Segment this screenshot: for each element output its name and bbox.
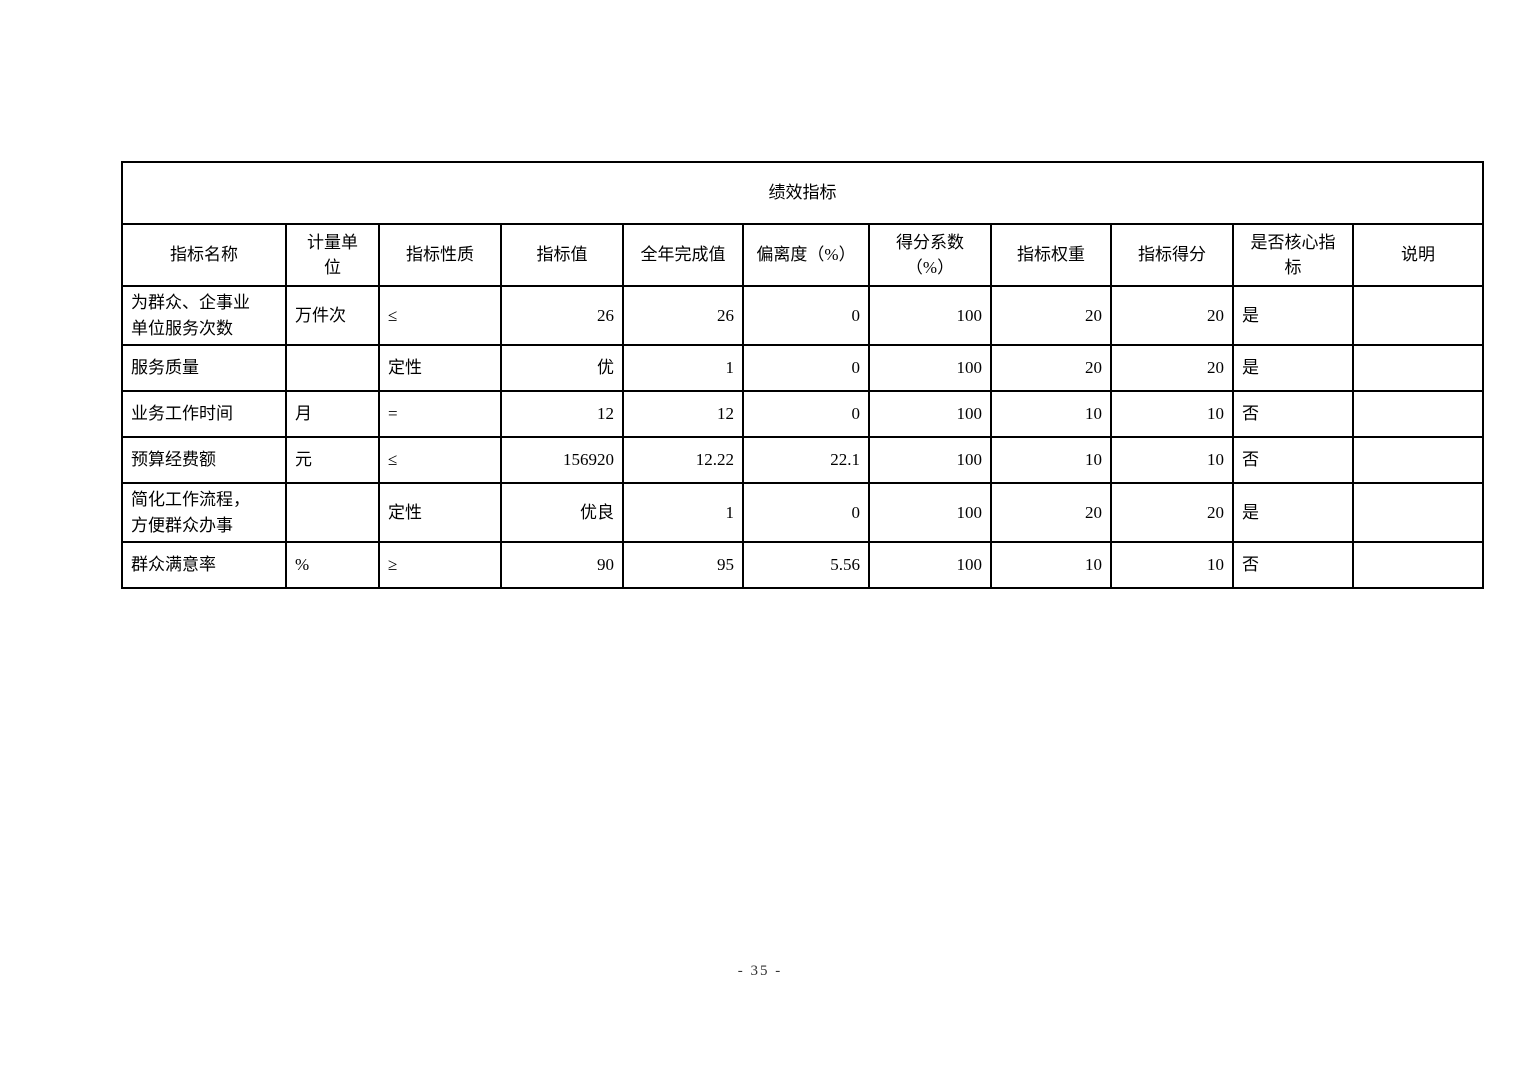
- cell-score-coefficient: 100: [868, 482, 992, 543]
- cell-is-core: 否: [1232, 390, 1354, 438]
- table-title: 绩效指标: [120, 161, 1485, 225]
- cell-score-coefficient: 100: [868, 344, 992, 392]
- cell-indicator-name: 为群众、企事业 单位服务次数: [121, 285, 287, 346]
- cell-weight: 10: [990, 390, 1112, 438]
- cell-target-value: 优: [500, 344, 624, 392]
- cell-nature: 定性: [378, 344, 502, 392]
- cell-target-value: 12: [500, 390, 624, 438]
- cell-score: 10: [1110, 541, 1234, 589]
- column-header-target-value: 指标值: [500, 223, 624, 287]
- cell-nature: =: [378, 390, 502, 438]
- cell-score: 10: [1110, 436, 1234, 484]
- table-row: 预算经费额 元 ≤ 156920 12.22 22.1 100 10 10 否: [121, 436, 1485, 484]
- cell-nature: ≤: [378, 285, 502, 346]
- column-header-score: 指标得分: [1110, 223, 1234, 287]
- cell-annual-completed: 95: [622, 541, 744, 589]
- cell-deviation: 22.1: [742, 436, 870, 484]
- cell-is-core: 是: [1232, 482, 1354, 543]
- cell-is-core: 是: [1232, 285, 1354, 346]
- page-number: - 35 -: [737, 963, 783, 979]
- cell-weight: 10: [990, 541, 1112, 589]
- cell-is-core: 是: [1232, 344, 1354, 392]
- cell-deviation: 0: [742, 482, 870, 543]
- cell-nature: ≥: [378, 541, 502, 589]
- cell-note: [1351, 482, 1485, 543]
- cell-target-value: 26: [500, 285, 624, 346]
- performance-indicator-table: 绩效指标 指标名称 计量单 位 指标性质 指标值 全年完成值 偏离度（%） 得分…: [120, 161, 1485, 589]
- cell-indicator-name: 业务工作时间: [121, 390, 287, 438]
- cell-note: [1351, 344, 1485, 392]
- table-row: 业务工作时间 月 = 12 12 0 100 10 10 否: [121, 390, 1485, 438]
- column-header-nature: 指标性质: [378, 223, 502, 287]
- table-row: 为群众、企事业 单位服务次数 万件次 ≤ 26 26 0 100 20 20 是: [121, 285, 1485, 346]
- table-row: 服务质量 定性 优 1 0 100 20 20 是: [121, 344, 1485, 392]
- cell-weight: 20: [990, 344, 1112, 392]
- column-header-note: 说明: [1351, 223, 1485, 287]
- column-header-weight: 指标权重: [990, 223, 1112, 287]
- cell-note: [1351, 436, 1485, 484]
- cell-annual-completed: 12: [622, 390, 744, 438]
- cell-is-core: 否: [1232, 541, 1354, 589]
- cell-target-value: 156920: [500, 436, 624, 484]
- cell-indicator-name: 群众满意率: [121, 541, 287, 589]
- cell-score-coefficient: 100: [868, 436, 992, 484]
- column-header-score-coefficient: 得分系数 （%）: [868, 223, 992, 287]
- cell-weight: 20: [990, 285, 1112, 346]
- cell-score: 20: [1110, 285, 1234, 346]
- cell-deviation: 0: [742, 344, 870, 392]
- column-header-annual-completed: 全年完成值: [622, 223, 744, 287]
- cell-annual-completed: 1: [622, 344, 744, 392]
- cell-score: 10: [1110, 390, 1234, 438]
- cell-indicator-name: 服务质量: [121, 344, 287, 392]
- cell-weight: 10: [990, 436, 1112, 484]
- cell-annual-completed: 12.22: [622, 436, 744, 484]
- cell-indicator-name: 简化工作流程， 方便群众办事: [121, 482, 287, 543]
- cell-unit: 月: [285, 390, 380, 438]
- cell-indicator-name: 预算经费额: [121, 436, 287, 484]
- column-header-unit: 计量单 位: [285, 223, 380, 287]
- cell-annual-completed: 1: [622, 482, 744, 543]
- cell-unit: 元: [285, 436, 380, 484]
- cell-note: [1351, 285, 1485, 346]
- cell-annual-completed: 26: [622, 285, 744, 346]
- column-header-deviation: 偏离度（%）: [742, 223, 870, 287]
- column-header-is-core: 是否核心指 标: [1232, 223, 1354, 287]
- cell-deviation: 0: [742, 390, 870, 438]
- cell-unit: [285, 344, 380, 392]
- table-title-row: 绩效指标: [120, 161, 1485, 225]
- table-row: 简化工作流程， 方便群众办事 定性 优良 1 0 100 20 20 是: [121, 482, 1485, 543]
- cell-note: [1351, 390, 1485, 438]
- table-row: 群众满意率 % ≥ 90 95 5.56 100 10 10 否: [121, 541, 1485, 589]
- cell-note: [1351, 541, 1485, 589]
- cell-target-value: 90: [500, 541, 624, 589]
- cell-unit: [285, 482, 380, 543]
- cell-is-core: 否: [1232, 436, 1354, 484]
- cell-deviation: 5.56: [742, 541, 870, 589]
- cell-target-value: 优良: [500, 482, 624, 543]
- cell-unit: 万件次: [285, 285, 380, 346]
- cell-score-coefficient: 100: [868, 285, 992, 346]
- cell-deviation: 0: [742, 285, 870, 346]
- column-header-indicator-name: 指标名称: [121, 223, 287, 287]
- cell-nature: ≤: [378, 436, 502, 484]
- cell-score-coefficient: 100: [868, 390, 992, 438]
- cell-weight: 20: [990, 482, 1112, 543]
- cell-score-coefficient: 100: [868, 541, 992, 589]
- cell-unit: %: [285, 541, 380, 589]
- cell-score: 20: [1110, 344, 1234, 392]
- table-header-row: 指标名称 计量单 位 指标性质 指标值 全年完成值 偏离度（%） 得分系数 （%…: [121, 223, 1485, 287]
- cell-nature: 定性: [378, 482, 502, 543]
- cell-score: 20: [1110, 482, 1234, 543]
